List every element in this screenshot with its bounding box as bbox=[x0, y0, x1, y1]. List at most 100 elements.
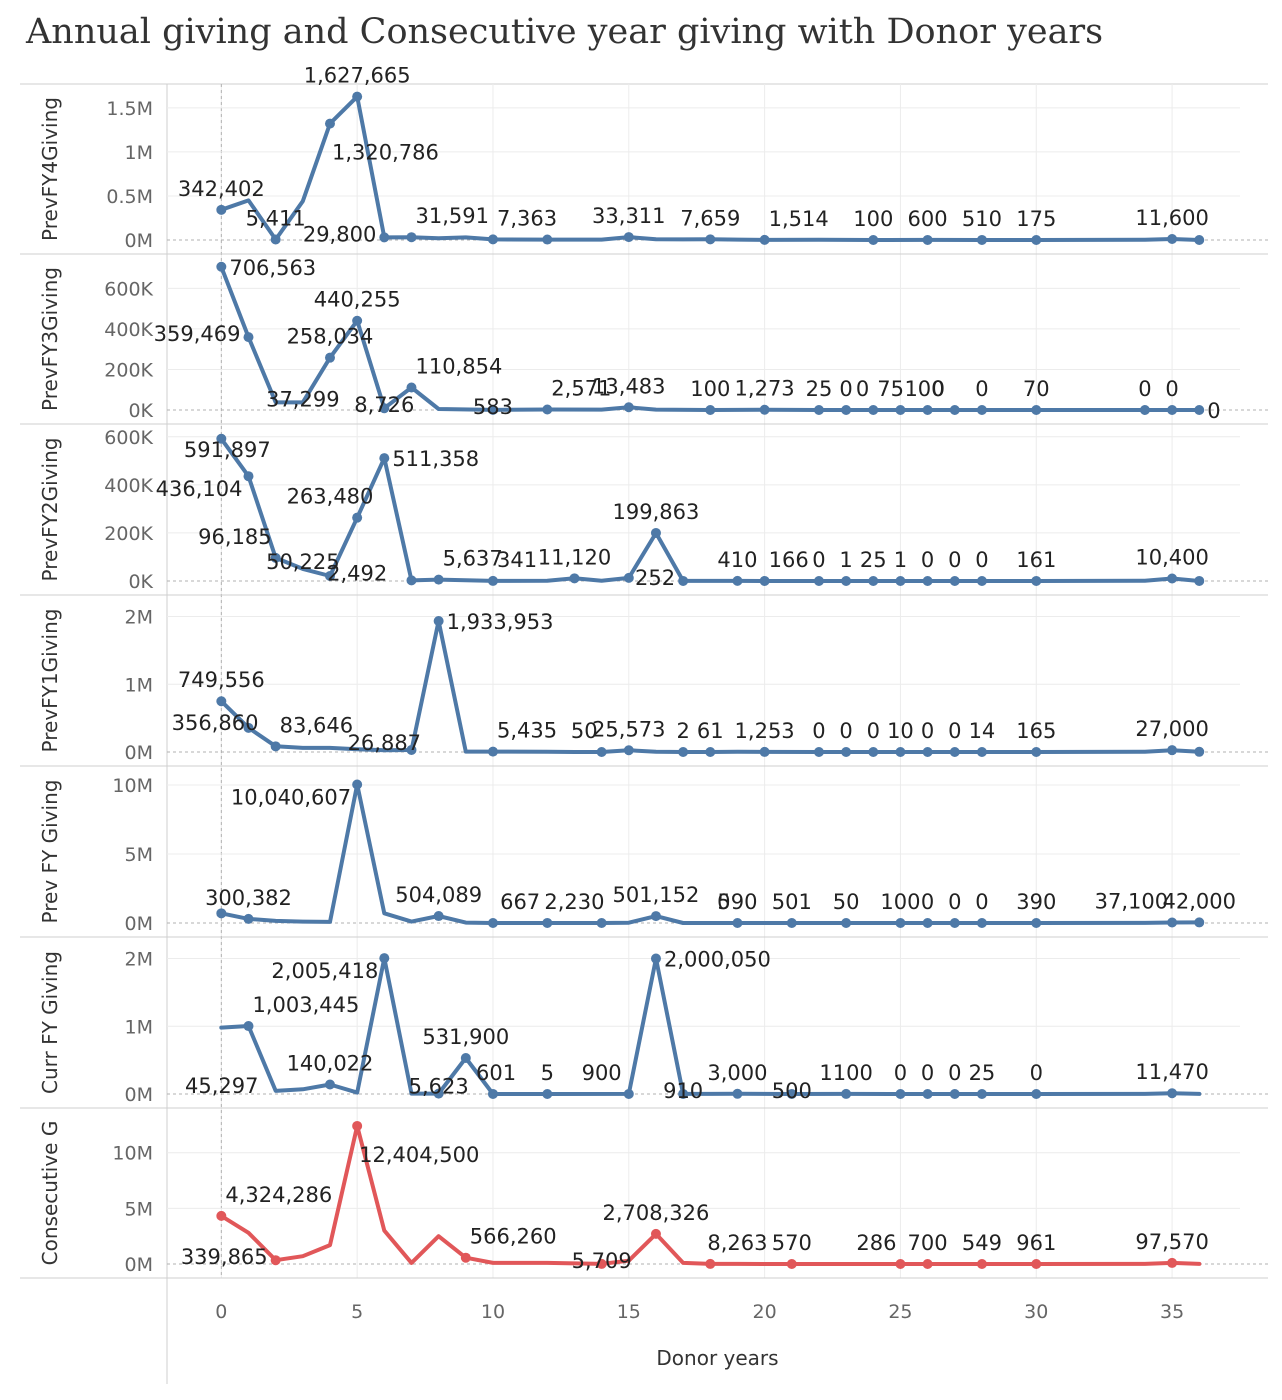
data-label: 501 bbox=[772, 890, 812, 914]
data-label: 50 bbox=[833, 890, 860, 914]
data-point bbox=[949, 1089, 960, 1099]
data-point bbox=[243, 1021, 254, 1032]
data-point bbox=[623, 745, 634, 756]
data-label: 504,089 bbox=[395, 883, 482, 907]
y-tick-label: 5M bbox=[125, 1198, 153, 1220]
data-point bbox=[1031, 746, 1042, 757]
data-point bbox=[813, 576, 824, 586]
series-line bbox=[219, 782, 1202, 925]
data-point bbox=[379, 232, 390, 243]
data-point bbox=[949, 918, 960, 928]
data-label: 7,659 bbox=[680, 206, 740, 230]
data-point bbox=[433, 911, 444, 922]
data-point bbox=[243, 913, 254, 924]
y-tick-label: 0M bbox=[125, 230, 153, 252]
data-label: 390 bbox=[1016, 890, 1056, 914]
data-point bbox=[759, 746, 770, 757]
data-label: 0 bbox=[812, 719, 825, 743]
data-label: 700 bbox=[908, 1231, 948, 1255]
data-label: 161 bbox=[1016, 548, 1056, 572]
data-point bbox=[1139, 405, 1150, 415]
data-point bbox=[596, 1258, 607, 1269]
data-label: 5,709 bbox=[572, 1249, 632, 1273]
data-point bbox=[216, 261, 227, 272]
data-label: 440,255 bbox=[314, 288, 401, 312]
data-label: 531,900 bbox=[422, 1025, 509, 1049]
data-label: 2 bbox=[676, 719, 689, 743]
panel-axis-title: PrevFY3Giving bbox=[38, 267, 62, 411]
data-label: 42,000 bbox=[1163, 889, 1236, 913]
data-label: 583 bbox=[473, 395, 513, 419]
data-label: 7,363 bbox=[497, 206, 557, 230]
data-label: 600 bbox=[908, 207, 948, 231]
data-point bbox=[216, 433, 227, 444]
data-point bbox=[324, 352, 335, 363]
data-label: 341 bbox=[497, 548, 537, 572]
data-label: 0 bbox=[839, 377, 852, 401]
data-label: 706,563 bbox=[229, 256, 316, 280]
data-point bbox=[569, 573, 580, 584]
data-point bbox=[922, 1089, 933, 1099]
data-point bbox=[623, 402, 634, 413]
data-point bbox=[732, 1088, 743, 1099]
data-point bbox=[542, 1088, 553, 1099]
data-label: 252 bbox=[635, 566, 675, 590]
data-label: 50,225 bbox=[266, 550, 339, 574]
data-label: 0 bbox=[921, 719, 934, 743]
data-label: 25 bbox=[806, 377, 833, 401]
data-point bbox=[868, 575, 879, 586]
data-label: 410 bbox=[717, 548, 757, 572]
data-label: 511,358 bbox=[392, 447, 479, 471]
data-point bbox=[841, 747, 852, 757]
data-point bbox=[1167, 1257, 1178, 1268]
data-label: 342,402 bbox=[178, 177, 265, 201]
data-point bbox=[1031, 234, 1042, 245]
panel-axis-title: Consecutive G bbox=[38, 1121, 62, 1266]
data-point bbox=[895, 404, 906, 415]
panel-axis-title: Curr FY Giving bbox=[38, 951, 62, 1094]
data-label: 33,311 bbox=[592, 204, 665, 228]
panel-prevfy2giving: 0K 200K 400K 600K PrevFY2Giving 591,897 436,10… bbox=[20, 427, 1268, 596]
data-label: 436,104 bbox=[156, 477, 243, 501]
data-label: 27,000 bbox=[1135, 717, 1208, 741]
data-point bbox=[352, 1120, 363, 1131]
data-point bbox=[976, 918, 987, 928]
data-point bbox=[1167, 1088, 1178, 1099]
data-point bbox=[352, 779, 363, 790]
panel-curr-fy-giving: 0M 1M 2M Curr FY Giving 1,003,445 45,297 140,0… bbox=[20, 948, 1268, 1109]
data-point bbox=[813, 404, 824, 415]
data-point bbox=[542, 917, 553, 928]
data-point bbox=[922, 404, 933, 415]
x-axis-title: Donor years bbox=[656, 1346, 778, 1370]
y-tick-label: 200K bbox=[104, 523, 153, 545]
data-point bbox=[922, 576, 933, 586]
data-point bbox=[705, 404, 716, 415]
y-tick-label: 0M bbox=[125, 913, 153, 935]
data-label: 2,230 bbox=[544, 890, 604, 914]
data-label: 5,411 bbox=[246, 207, 306, 231]
data-point bbox=[1167, 917, 1178, 928]
data-label: 0 bbox=[975, 548, 988, 572]
data-point bbox=[949, 747, 960, 757]
data-point bbox=[216, 204, 227, 215]
data-label: 1,273 bbox=[735, 377, 795, 401]
data-label: 83,646 bbox=[280, 713, 353, 737]
data-point bbox=[922, 1258, 933, 1269]
data-label: 11,600 bbox=[1135, 206, 1208, 230]
data-label: 199,863 bbox=[613, 500, 700, 524]
data-label: 601 bbox=[476, 1061, 516, 1085]
x-tick-label: 35 bbox=[1160, 1301, 1184, 1323]
data-point bbox=[270, 1255, 281, 1266]
data-point bbox=[216, 908, 227, 919]
data-label: 70 bbox=[1023, 377, 1050, 401]
data-point bbox=[759, 234, 770, 245]
data-point bbox=[1031, 1258, 1042, 1269]
y-tick-label: 0M bbox=[125, 1254, 153, 1276]
data-label: 356,860 bbox=[172, 711, 259, 735]
data-point bbox=[596, 746, 607, 757]
y-tick-label: 10M bbox=[112, 1143, 153, 1165]
data-point bbox=[922, 234, 933, 245]
data-point bbox=[705, 234, 716, 245]
data-point bbox=[759, 575, 770, 586]
